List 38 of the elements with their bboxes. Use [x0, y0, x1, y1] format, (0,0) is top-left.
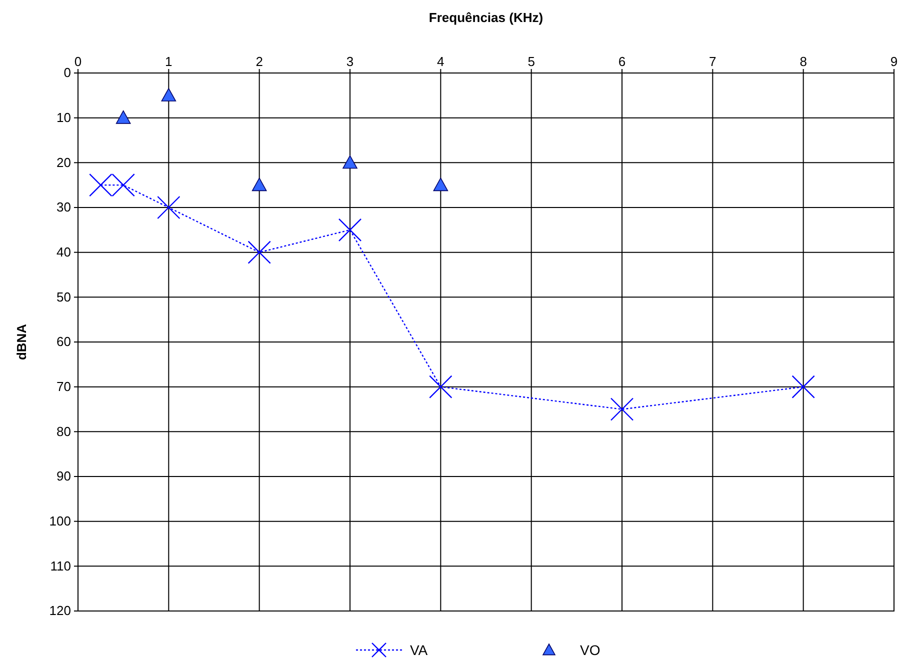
y-tick-label: 50 [56, 289, 71, 304]
x-tick-label: 0 [74, 54, 82, 69]
y-tick-label: 90 [56, 468, 71, 484]
point [429, 375, 452, 398]
x-tick-label: 2 [256, 54, 263, 69]
point [157, 196, 180, 220]
y-tick-label: 110 [50, 558, 71, 574]
x-tick-label: 7 [709, 54, 716, 69]
x-tick-label: 4 [437, 54, 444, 69]
legend-label: VO [580, 642, 600, 658]
y-tick-label: 10 [56, 110, 71, 125]
x-tick-label: 6 [618, 54, 626, 69]
x-tick-label: 1 [165, 54, 172, 69]
point [116, 110, 131, 124]
x-tick-label: 9 [890, 54, 898, 69]
point [252, 178, 267, 192]
point [792, 375, 815, 398]
y-tick-label: 60 [56, 334, 71, 350]
x-tick-label: 8 [800, 54, 807, 69]
y-tick-label: 20 [56, 154, 71, 170]
y-tick-label: 0 [64, 65, 71, 80]
y-tick-label: 40 [56, 244, 71, 260]
point [610, 398, 634, 421]
point [433, 178, 448, 192]
x-tick-label: 3 [346, 54, 354, 69]
legend-label: VA [410, 642, 428, 658]
point [248, 240, 271, 264]
point [338, 218, 362, 242]
point [342, 155, 358, 169]
x-axis-title: Frequências (KHz) [428, 10, 544, 25]
y-tick-label: 30 [56, 200, 71, 215]
y-tick-label: 120 [49, 603, 71, 618]
y-tick-label: 100 [49, 513, 71, 528]
x-tick-label: 5 [528, 54, 535, 69]
y-tick-label: 70 [56, 378, 71, 394]
y-tick-label: 80 [56, 424, 71, 439]
y-axis-title: dBNA [14, 323, 29, 360]
point [161, 88, 176, 102]
